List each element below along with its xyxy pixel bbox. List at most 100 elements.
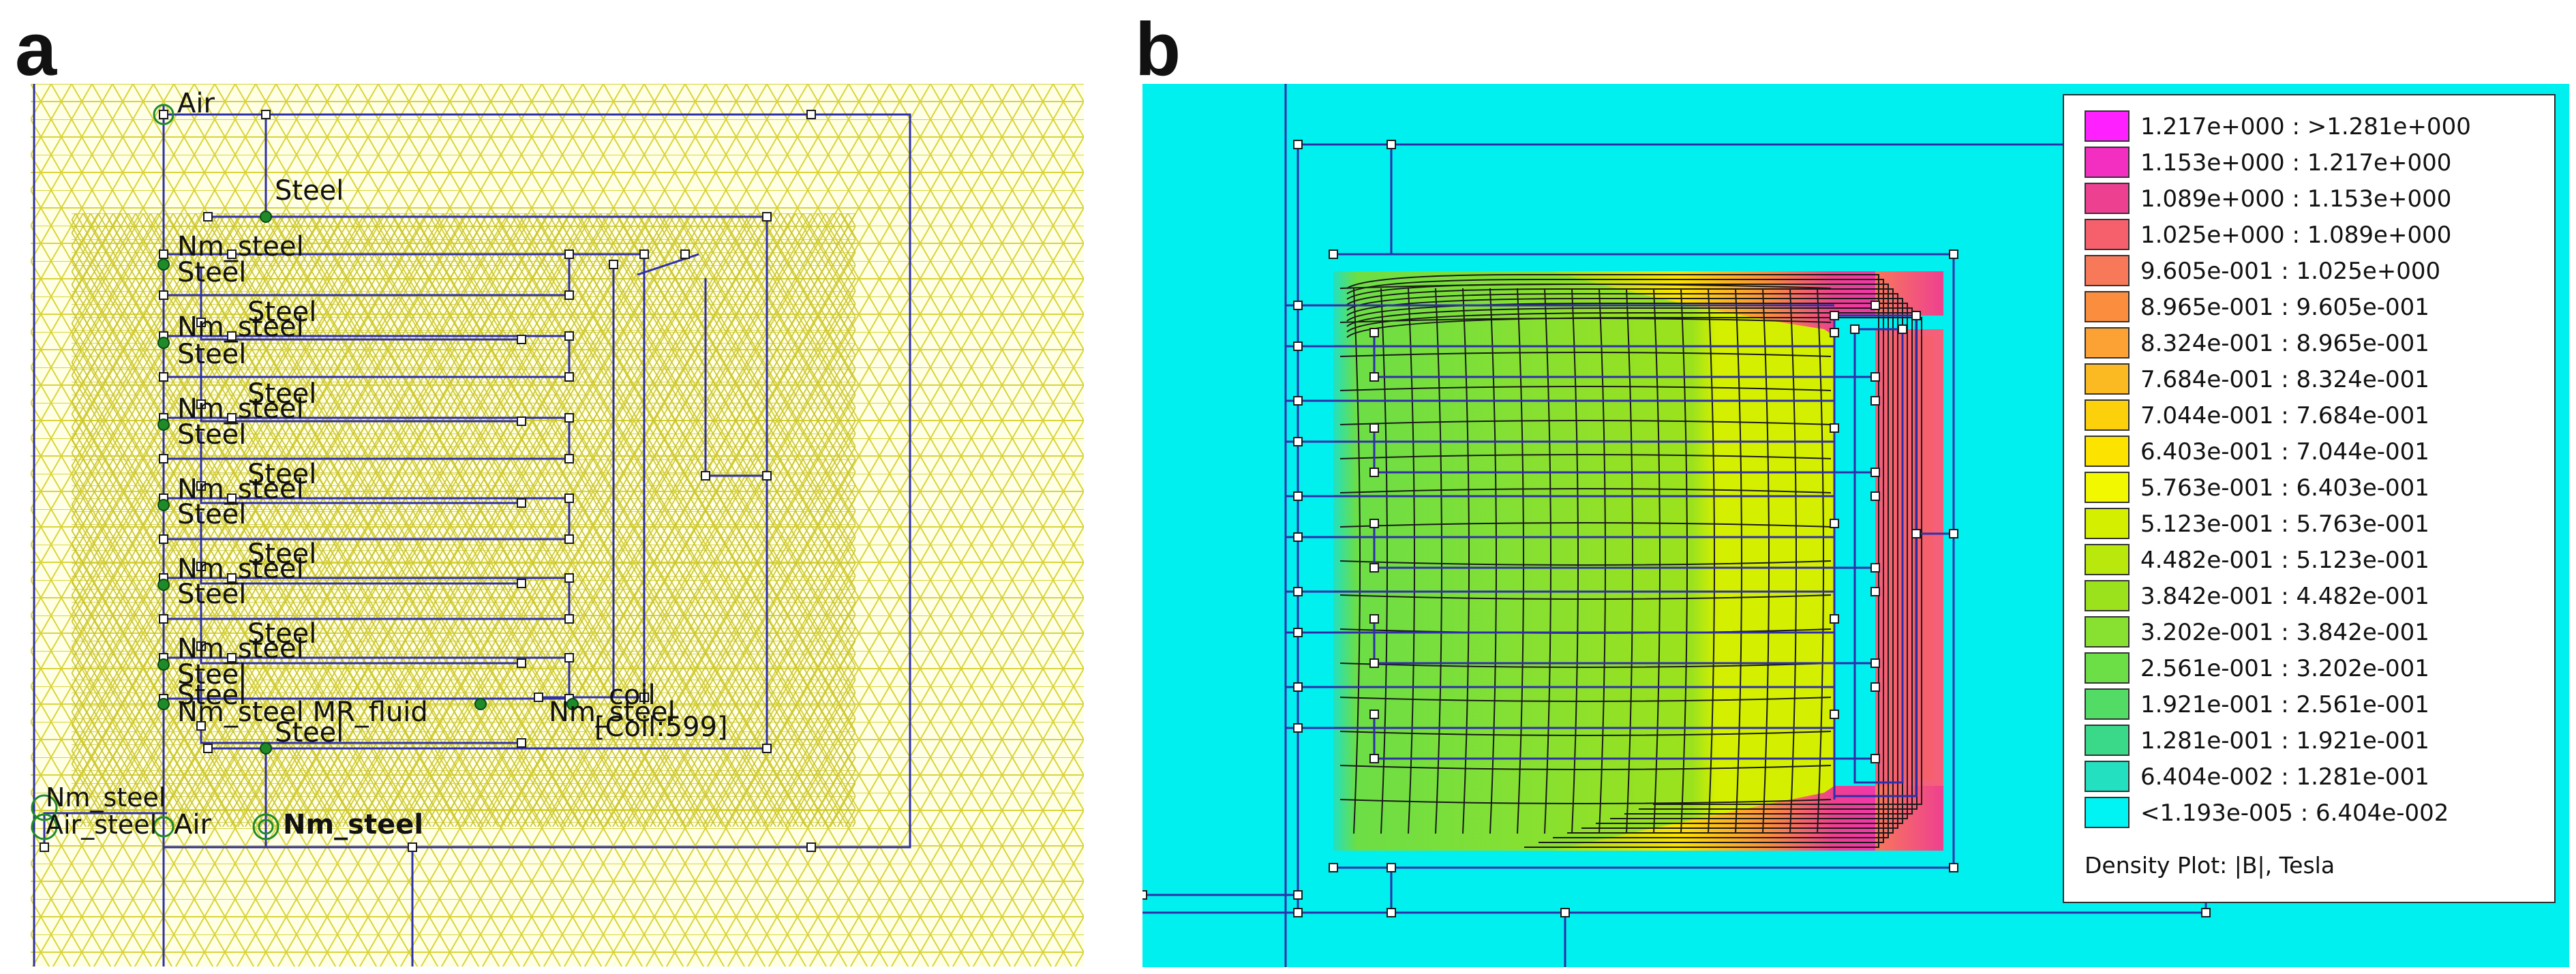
legend-swatch bbox=[2085, 110, 2130, 142]
mesh-node bbox=[196, 641, 206, 651]
mesh-node bbox=[40, 842, 49, 852]
legend-swatch bbox=[2085, 797, 2130, 828]
legend-range: 1.921e-001 : 2.561e-001 bbox=[2140, 691, 2429, 718]
flux-vertical bbox=[1789, 288, 1797, 834]
geometry-node bbox=[1870, 658, 1880, 668]
flux-horizontal bbox=[1339, 386, 1832, 391]
label-steel-1: Steel bbox=[177, 257, 246, 288]
flux-loop bbox=[1567, 288, 1894, 834]
plate-outline bbox=[164, 656, 571, 700]
legend-range: 9.605e-001 : 1.025e+000 bbox=[2140, 258, 2441, 285]
label-steel-top: Steel bbox=[275, 175, 344, 207]
legend-swatch bbox=[2085, 652, 2130, 684]
geometry-node bbox=[1870, 587, 1880, 596]
mesh-node bbox=[196, 481, 206, 491]
geometry-node bbox=[1142, 890, 1147, 900]
legend-swatch bbox=[2085, 725, 2130, 756]
flux-horizontal bbox=[1339, 488, 1832, 493]
legend-range: 4.482e-001 : 5.123e-001 bbox=[2140, 547, 2429, 574]
legend-swatch bbox=[2085, 616, 2130, 648]
label-nm-steel-corner: Nm_steel bbox=[46, 782, 166, 812]
legend-range: 1.025e+000 : 1.089e+000 bbox=[2140, 222, 2452, 249]
panel-label-a: a bbox=[15, 7, 57, 91]
legend-entry: 5.123e-001 : 5.763e-001 bbox=[2085, 506, 2555, 539]
mesh-node bbox=[564, 653, 574, 663]
flux-corner bbox=[1346, 307, 1625, 327]
label-nm-steel-2: Nm_steel bbox=[177, 311, 304, 343]
label-air-steel-corner: Air_steel bbox=[46, 810, 157, 840]
mesh-node bbox=[517, 416, 526, 426]
panel-label-b: b bbox=[1135, 7, 1181, 91]
legend-range: 5.123e-001 : 5.763e-001 bbox=[2140, 511, 2429, 538]
flux-vertical bbox=[1680, 288, 1688, 834]
geometry-node bbox=[1293, 491, 1303, 501]
flux-loop bbox=[1624, 307, 1913, 815]
legend-range: 2.561e-001 : 3.202e-001 bbox=[2140, 655, 2429, 682]
flux-loop bbox=[1539, 279, 1884, 843]
mesh-panel: Air Steel Nm_steel Steel Steel Nm_steel … bbox=[31, 84, 1084, 967]
mesh-node bbox=[639, 249, 649, 259]
flux-vertical bbox=[1408, 288, 1415, 834]
coil-outline bbox=[539, 253, 646, 699]
flux-corner bbox=[1346, 288, 1568, 305]
mesh-node bbox=[159, 290, 168, 300]
geometry-node bbox=[1329, 249, 1338, 259]
mesh-node bbox=[517, 579, 526, 588]
legend-swatch bbox=[2085, 761, 2130, 792]
flux-vertical bbox=[1544, 288, 1551, 834]
geometry-node bbox=[1369, 614, 1379, 624]
geometry-node bbox=[1369, 754, 1379, 763]
legend-swatch bbox=[2085, 255, 2130, 286]
region-node bbox=[566, 698, 579, 710]
geometry-node bbox=[1870, 301, 1880, 310]
geometry-node bbox=[1870, 372, 1880, 382]
flux-horizontal bbox=[1339, 420, 1832, 425]
geometry-node bbox=[1329, 863, 1338, 872]
mesh-node bbox=[227, 413, 237, 423]
legend-entry: 1.153e+000 : 1.217e+000 bbox=[2085, 145, 2555, 178]
legend-range: 6.403e-001 : 7.044e-001 bbox=[2140, 438, 2429, 466]
density-plot bbox=[1142, 84, 2211, 967]
flux-loop bbox=[1553, 284, 1889, 838]
flux-horizontal bbox=[1339, 522, 1832, 528]
plate-outline bbox=[164, 416, 571, 460]
mesh-node bbox=[609, 260, 618, 269]
flux-horizontal bbox=[1339, 731, 1832, 736]
mesh-node bbox=[680, 249, 690, 259]
mesh-node bbox=[564, 249, 574, 259]
flux-vertical bbox=[1571, 288, 1579, 834]
geometry-node bbox=[1293, 890, 1303, 900]
mesh-node bbox=[196, 399, 206, 409]
flux-horizontal bbox=[1339, 663, 1832, 668]
geometry-node bbox=[1830, 423, 1839, 433]
mesh-node bbox=[227, 573, 237, 583]
legend-entry: 1.921e-001 : 2.561e-001 bbox=[2085, 687, 2555, 720]
mesh-node bbox=[203, 212, 213, 222]
flux-horizontal bbox=[1339, 765, 1832, 770]
flux-corner bbox=[1346, 274, 1525, 289]
region-node bbox=[157, 698, 170, 710]
geometry-node bbox=[1369, 468, 1379, 477]
legend-swatch bbox=[2085, 436, 2130, 467]
density-legend: 1.217e+000 : >1.281e+000 1.153e+000 : 1.2… bbox=[2063, 94, 2556, 903]
label-steel-4b: Steel bbox=[247, 538, 316, 570]
flux-horizontal bbox=[1339, 454, 1832, 459]
legend-entry: 1.281e-001 : 1.921e-001 bbox=[2085, 723, 2555, 756]
plate-outline bbox=[164, 335, 571, 378]
geometry-node bbox=[1949, 863, 1958, 872]
geometry-node bbox=[1870, 468, 1880, 477]
label-nm-steel-bottom: Nm_steel bbox=[283, 809, 423, 840]
flux-horizontal bbox=[1339, 560, 1832, 566]
mesh-node bbox=[564, 614, 574, 624]
geometry-node bbox=[1387, 908, 1396, 917]
legend-swatch bbox=[2085, 399, 2130, 431]
mesh-node bbox=[159, 110, 168, 119]
mesh-node bbox=[806, 110, 816, 119]
field-regions bbox=[1333, 271, 1947, 851]
mesh-node bbox=[203, 744, 213, 753]
label-steel-5b: Steel bbox=[247, 618, 316, 650]
label-air-bottom: Air bbox=[174, 809, 211, 840]
geometry-node bbox=[1911, 311, 1921, 320]
geometry-node bbox=[1830, 328, 1839, 337]
flux-corner bbox=[1346, 298, 1596, 316]
